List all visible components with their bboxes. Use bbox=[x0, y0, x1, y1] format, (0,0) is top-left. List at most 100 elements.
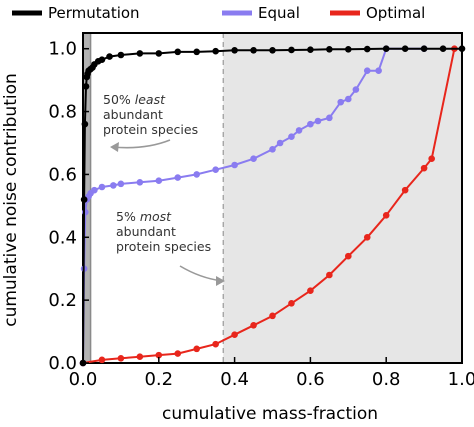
data-point-equal bbox=[212, 166, 219, 174]
data-point-permutation bbox=[363, 45, 371, 53]
data-point-permutation bbox=[250, 46, 257, 54]
data-point-permutation bbox=[106, 53, 113, 60]
data-point-equal bbox=[288, 133, 295, 141]
data-point-permutation bbox=[98, 56, 106, 64]
legend-label-permutation: Permutation bbox=[48, 4, 140, 22]
data-point-equal bbox=[314, 117, 322, 125]
data-point-equal bbox=[276, 139, 284, 147]
annotation-least-line2: abundant bbox=[103, 107, 163, 122]
x-tick-label: 0.8 bbox=[372, 369, 401, 390]
annotation-most-line2: abundant bbox=[116, 224, 176, 239]
data-point-permutation bbox=[458, 45, 466, 53]
annotation-least-arrow bbox=[111, 139, 171, 149]
data-point-permutation bbox=[117, 51, 125, 59]
data-point-equal bbox=[231, 161, 238, 169]
data-point-optimal bbox=[428, 155, 435, 163]
annotation-most-arrowhead-icon bbox=[216, 276, 225, 286]
data-point-optimal bbox=[420, 164, 428, 172]
y-tick-label: 0.4 bbox=[48, 227, 77, 248]
data-point-permutation bbox=[136, 50, 144, 57]
data-point-optimal bbox=[382, 211, 390, 219]
shaded-region-2 bbox=[223, 33, 462, 363]
data-point-optimal bbox=[269, 312, 276, 320]
data-point-permutation bbox=[80, 196, 88, 203]
data-point-permutation bbox=[82, 83, 90, 90]
data-point-optimal bbox=[250, 321, 257, 329]
data-point-equal bbox=[98, 183, 106, 191]
data-point-equal bbox=[337, 98, 345, 106]
data-point-equal bbox=[91, 186, 98, 194]
annotation-least-arrowhead-icon bbox=[110, 142, 119, 152]
data-point-equal bbox=[110, 182, 117, 189]
x-tick-label: 0.4 bbox=[220, 369, 249, 390]
data-point-permutation bbox=[81, 120, 89, 128]
data-point-equal bbox=[174, 174, 182, 181]
data-point-optimal bbox=[212, 340, 219, 348]
data-point-equal bbox=[155, 177, 163, 185]
data-point-equal bbox=[250, 155, 257, 163]
x-axis-label: cumulative mass-fraction bbox=[162, 404, 378, 424]
data-point-equal bbox=[345, 95, 352, 103]
data-point-permutation bbox=[420, 45, 428, 53]
data-point-permutation bbox=[345, 46, 352, 53]
data-point-permutation bbox=[174, 48, 182, 56]
data-point-permutation bbox=[193, 48, 200, 56]
data-point-optimal bbox=[117, 354, 125, 362]
data-point-optimal bbox=[363, 233, 371, 241]
annotation-most-line3: protein species bbox=[116, 239, 211, 254]
data-point-optimal bbox=[401, 186, 409, 194]
data-point-equal bbox=[295, 127, 303, 134]
data-point-optimal bbox=[307, 287, 314, 295]
data-point-permutation bbox=[439, 45, 447, 53]
axes: 0.0 0.2 0.4 0.6 0.8 1.0 0.0 0.2 0.4 0.6 0.8 1.0 bbox=[48, 39, 474, 390]
y-tick-label: 1.0 bbox=[48, 39, 77, 60]
legend-label-equal: Equal bbox=[258, 4, 300, 22]
data-point-equal bbox=[269, 145, 276, 153]
data-point-equal bbox=[375, 67, 382, 75]
annotation-most-arrow bbox=[179, 265, 223, 282]
y-tick-label: 0.6 bbox=[48, 164, 77, 185]
x-tick-label: 0.6 bbox=[296, 369, 325, 390]
data-point-equal bbox=[117, 180, 125, 188]
data-point-optimal bbox=[326, 271, 333, 279]
legend: Permutation Equal Optimal bbox=[12, 4, 425, 22]
data-point-permutation bbox=[288, 46, 295, 54]
series-optimal bbox=[79, 45, 458, 367]
x-tick-label: 0.0 bbox=[69, 369, 98, 390]
data-point-optimal bbox=[345, 252, 352, 260]
x-tick-label: 0.2 bbox=[144, 369, 173, 390]
data-point-optimal bbox=[174, 350, 182, 357]
data-point-permutation bbox=[212, 47, 219, 55]
data-point-optimal bbox=[193, 345, 200, 353]
data-point-equal bbox=[81, 208, 89, 216]
data-point-equal bbox=[136, 178, 144, 186]
y-axis-label: cumulative noise contribution bbox=[1, 73, 21, 327]
annotations: 50% least abundant protein species 5% mo… bbox=[103, 92, 225, 286]
annotation-most-line1: 5% most bbox=[116, 209, 172, 224]
data-point-equal bbox=[307, 120, 314, 128]
data-point-permutation bbox=[155, 50, 163, 57]
data-point-optimal bbox=[231, 331, 238, 339]
y-tick-label: 0.8 bbox=[48, 102, 77, 123]
data-point-optimal bbox=[288, 299, 295, 307]
data-point-optimal bbox=[136, 353, 144, 361]
shaded-regions bbox=[83, 33, 462, 363]
y-tick-label: 0.0 bbox=[48, 353, 77, 374]
data-point-permutation bbox=[307, 46, 314, 53]
series-permutation bbox=[79, 45, 466, 367]
annotation-least-line1-text: 50% least bbox=[103, 92, 166, 107]
data-point-optimal bbox=[98, 356, 106, 364]
x-tick-label: 1.0 bbox=[448, 369, 474, 390]
data-point-equal bbox=[193, 171, 200, 178]
data-point-permutation bbox=[326, 46, 333, 53]
data-point-equal bbox=[326, 114, 333, 122]
annotation-least-line3: protein species bbox=[103, 122, 198, 137]
data-point-permutation bbox=[231, 46, 238, 54]
series-layer bbox=[79, 45, 466, 367]
data-point-equal bbox=[352, 86, 360, 93]
y-tick-label: 0.2 bbox=[48, 290, 77, 311]
data-point-equal bbox=[363, 67, 371, 75]
legend-label-optimal: Optimal bbox=[366, 4, 425, 22]
data-point-optimal bbox=[155, 351, 163, 359]
